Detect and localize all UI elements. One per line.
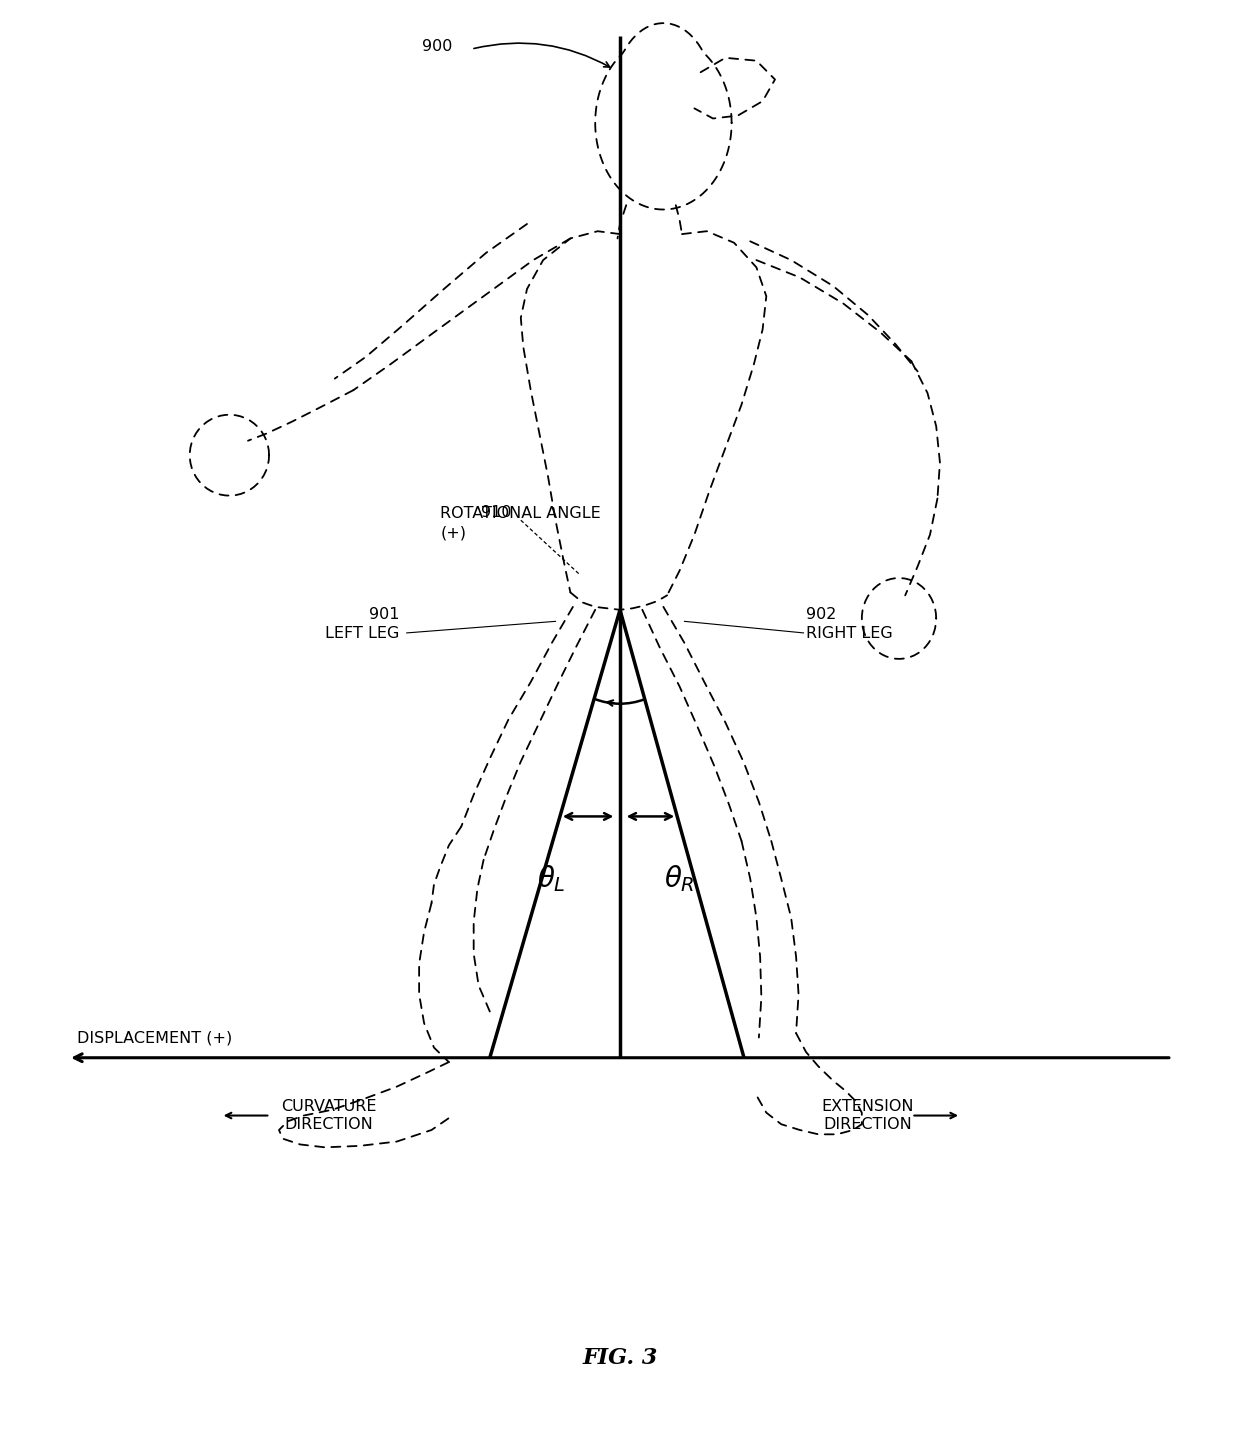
Text: EXTENSION
DIRECTION: EXTENSION DIRECTION [822,1098,914,1133]
Text: 900: 900 [422,39,451,53]
Text: $\theta_R$: $\theta_R$ [665,863,694,894]
Text: DISPLACEMENT (+): DISPLACEMENT (+) [77,1030,232,1045]
Text: 902
RIGHT LEG: 902 RIGHT LEG [806,607,893,642]
Text: $\theta_L$: $\theta_L$ [537,863,567,894]
Text: 901
LEFT LEG: 901 LEFT LEG [325,607,399,642]
Text: ROTATIONAL ANGLE
(+): ROTATIONAL ANGLE (+) [440,506,601,540]
Text: 910: 910 [481,506,512,520]
Text: CURVATURE
DIRECTION: CURVATURE DIRECTION [280,1098,377,1133]
Text: FIG. 3: FIG. 3 [583,1347,657,1370]
